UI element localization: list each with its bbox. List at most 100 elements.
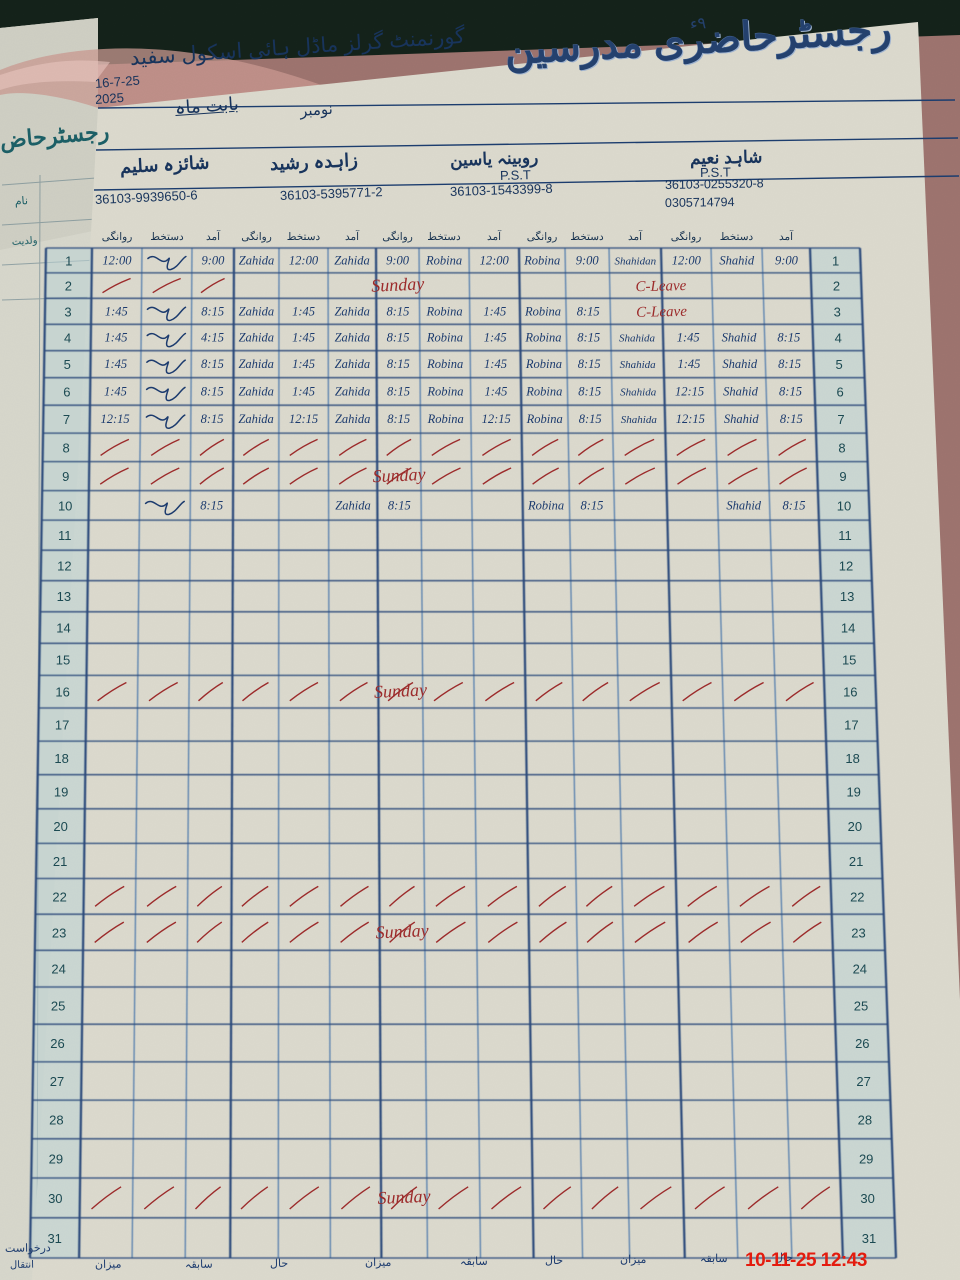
svg-text:24: 24 [853,962,867,977]
svg-text:Shahida: Shahida [620,386,657,398]
svg-text:12:00: 12:00 [102,254,132,268]
svg-text:8:15: 8:15 [780,412,803,426]
svg-text:20: 20 [848,819,862,834]
svg-text:8:15: 8:15 [577,331,600,345]
svg-text:23: 23 [52,925,66,940]
svg-text:Robina: Robina [524,331,561,345]
svg-text:Zahida: Zahida [335,412,370,426]
svg-text:Zahida: Zahida [239,304,274,318]
svg-text:Robina: Robina [426,384,463,398]
svg-text:Robina: Robina [426,357,463,371]
svg-text:Shahid: Shahid [726,498,761,512]
svg-text:4: 4 [64,331,71,346]
svg-text:Zahida: Zahida [238,412,273,426]
svg-text:8:15: 8:15 [778,357,801,371]
svg-text:8:15: 8:15 [578,384,601,398]
svg-text:9:00: 9:00 [201,254,225,268]
svg-text:12:15: 12:15 [101,412,130,426]
svg-text:26: 26 [50,1036,64,1051]
svg-text:15: 15 [842,652,856,667]
svg-text:18: 18 [845,751,859,766]
svg-text:1: 1 [65,254,72,269]
svg-text:دستخط: دستخط [150,231,184,243]
svg-text:آمد: آمد [487,230,502,243]
svg-text:8:15: 8:15 [201,304,224,318]
svg-text:5: 5 [835,357,842,372]
svg-text:12:15: 12:15 [675,384,704,398]
svg-text:7: 7 [837,412,844,427]
svg-text:دستخط: دستخط [287,231,321,243]
svg-text:26: 26 [855,1036,869,1051]
svg-text:8:15: 8:15 [579,412,602,426]
svg-text:9:00: 9:00 [775,254,799,268]
svg-text:Robina: Robina [525,357,562,371]
svg-text:1:45: 1:45 [483,304,506,318]
svg-text:17: 17 [844,718,858,733]
svg-text:Robina: Robina [523,254,560,268]
svg-text:30: 30 [48,1191,62,1206]
svg-text:روانگی: روانگی [527,230,558,243]
svg-text:Robina: Robina [425,254,462,268]
svg-text:Shahida: Shahida [620,359,657,371]
svg-text:8:15: 8:15 [201,412,224,426]
svg-text:9: 9 [839,469,846,484]
svg-text:12:15: 12:15 [676,412,705,426]
svg-text:Shahida: Shahida [619,333,656,345]
svg-text:Zahida: Zahida [335,498,370,512]
svg-text:8:15: 8:15 [201,384,224,398]
svg-text:9: 9 [62,469,69,484]
svg-text:دستخط: دستخط [427,231,461,243]
svg-text:31: 31 [862,1231,876,1246]
svg-text:C-Leave: C-Leave [636,304,687,321]
svg-text:8:15: 8:15 [387,412,410,426]
svg-text:13: 13 [57,589,71,604]
svg-text:روانگی: روانگی [382,230,413,243]
svg-text:Shahid: Shahid [722,357,757,371]
svg-text:8:15: 8:15 [578,357,601,371]
svg-text:روانگی: روانگی [241,230,272,243]
svg-text:8:15: 8:15 [387,357,410,371]
svg-text:8: 8 [62,440,69,455]
svg-text:Shahid: Shahid [724,412,759,426]
svg-text:8:15: 8:15 [577,304,600,318]
svg-text:17: 17 [55,718,69,733]
svg-text:1:45: 1:45 [484,384,507,398]
svg-text:آمد: آمد [779,230,794,243]
svg-text:19: 19 [54,785,68,800]
svg-text:دستخط: دستخط [720,231,754,243]
svg-text:1:45: 1:45 [484,357,507,371]
svg-text:Shahid: Shahid [719,254,754,268]
svg-text:1:45: 1:45 [105,331,128,345]
svg-text:Robina: Robina [526,412,563,426]
svg-text:1:45: 1:45 [677,357,700,371]
svg-text:12:00: 12:00 [480,254,510,268]
svg-text:15: 15 [56,652,70,667]
svg-text:C-Leave: C-Leave [635,278,687,295]
svg-text:12: 12 [839,558,853,573]
svg-text:24: 24 [51,962,65,977]
svg-text:14: 14 [841,621,855,636]
svg-text:12:15: 12:15 [482,412,511,426]
svg-text:8:15: 8:15 [783,498,806,512]
svg-text:Sunday: Sunday [377,1186,431,1208]
svg-text:آمد: آمد [628,230,643,243]
svg-text:آمد: آمد [345,230,360,243]
svg-text:29: 29 [859,1151,873,1166]
svg-text:28: 28 [49,1112,63,1127]
svg-text:3: 3 [834,304,841,319]
svg-text:دستخط: دستخط [570,231,604,243]
svg-text:8:15: 8:15 [386,304,409,318]
svg-text:Zahida: Zahida [238,384,273,398]
svg-text:21: 21 [53,854,67,869]
svg-text:Robina: Robina [426,304,463,318]
svg-text:21: 21 [849,854,863,869]
svg-text:20: 20 [53,819,67,834]
svg-text:12:00: 12:00 [289,254,319,268]
svg-text:1:45: 1:45 [104,357,127,371]
svg-text:1:45: 1:45 [292,384,315,398]
svg-text:10: 10 [837,498,851,513]
svg-text:25: 25 [51,999,65,1014]
svg-text:روانگی: روانگی [102,230,133,243]
svg-text:Zahida: Zahida [239,331,274,345]
svg-text:Robina: Robina [427,412,464,426]
